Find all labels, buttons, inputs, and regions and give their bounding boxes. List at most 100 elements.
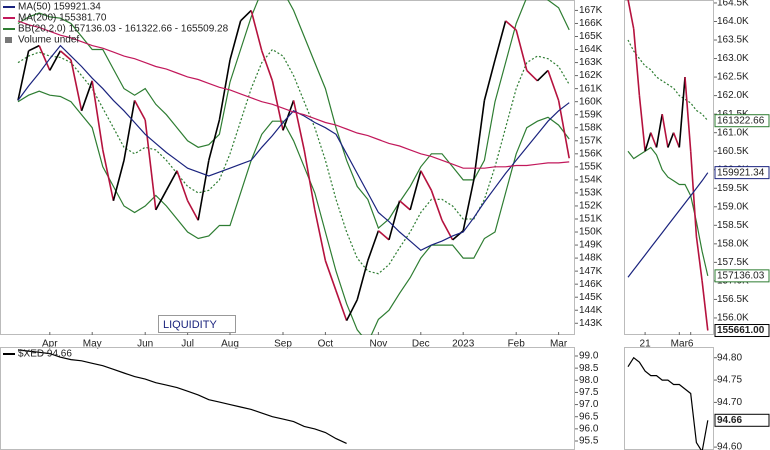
y-tick-label: 161.0K — [717, 127, 749, 138]
price-segment — [271, 80, 284, 131]
price-segment — [144, 119, 157, 210]
plot-area — [17, 0, 570, 335]
price-segment — [701, 280, 709, 331]
liquidity-button[interactable]: LIQUIDITY — [158, 315, 236, 333]
price-segment — [155, 189, 168, 211]
band-lower — [17, 90, 570, 335]
price-segment — [409, 170, 422, 211]
y-tick-label: 164.0K — [717, 16, 749, 27]
price-segment — [208, 119, 221, 161]
value-box-label: 161322.66 — [717, 115, 765, 126]
y-tick-label: 150K — [579, 227, 603, 238]
price-segment — [80, 80, 93, 112]
value-box — [714, 269, 770, 283]
y-tick-label: 167K — [579, 5, 603, 16]
price-segment — [536, 69, 549, 82]
y-tick-label: 155K — [579, 161, 603, 172]
price-segment — [250, 10, 263, 52]
y-tick-label: 166K — [579, 18, 603, 29]
y-tick-label: 152K — [579, 201, 603, 212]
price-segment — [197, 160, 210, 221]
y-tick-label: 98.0 — [579, 375, 599, 386]
y-tick-label: 159.5K — [717, 183, 749, 194]
price-segment — [314, 209, 327, 261]
price-segment — [526, 69, 538, 82]
x-tick-label: Mar — [550, 339, 568, 350]
y-tick-label: 146K — [579, 279, 603, 290]
y-tick-label: 165K — [579, 31, 603, 42]
price-segment — [356, 260, 369, 301]
price-segment — [112, 160, 125, 201]
legend-label: MA(50) 159921.34 — [18, 2, 101, 13]
x-tick-label: 2023 — [452, 339, 475, 350]
y-tick-label: 151K — [579, 214, 603, 225]
y-tick-label: 156K — [579, 148, 603, 159]
price-segment — [282, 100, 295, 131]
x-tick-label: 6 — [688, 339, 694, 350]
panel-frame — [624, 0, 714, 335]
y-tick-label: 161K — [579, 83, 603, 94]
price-segment — [17, 50, 30, 101]
y-tick-label: 164.5K — [717, 0, 749, 9]
x-tick-label: Aug — [221, 339, 239, 350]
y-tick-label: 94.75 — [717, 375, 742, 386]
y-tick-label: 162.5K — [717, 72, 749, 83]
x-tick-label: Dec — [412, 339, 430, 350]
value-box — [714, 324, 770, 338]
y-tick-label: 94.60 — [717, 442, 742, 450]
y-tick-label: 97.0 — [579, 399, 599, 410]
y-tick-label: 144K — [579, 305, 603, 316]
x-tick-label: Mar — [671, 339, 689, 350]
value-box-label: 159921.34 — [717, 167, 765, 178]
price-segment — [261, 50, 274, 82]
series-line — [627, 172, 709, 278]
x-tick-label: Jul — [181, 339, 194, 350]
price-segment — [324, 260, 337, 291]
plot-area — [17, 349, 347, 444]
price-segment — [689, 151, 698, 237]
price-segment — [367, 230, 380, 261]
price-segment — [133, 99, 146, 121]
price-segment — [165, 170, 178, 191]
price-segment — [547, 70, 560, 101]
value-box-label: 157136.03 — [717, 270, 765, 281]
value-box-label: 155661.00 — [717, 325, 765, 336]
series-line — [627, 356, 709, 450]
x-tick-label: May — [83, 339, 102, 350]
x-tick-label: 21 — [640, 339, 652, 350]
price-segment — [229, 20, 242, 61]
price-segment — [176, 170, 189, 202]
price-segment — [123, 100, 136, 161]
value-box-label: 94.66 — [717, 415, 742, 426]
y-tick-label: 96.0 — [579, 424, 599, 435]
y-tick-label: 99.0 — [579, 351, 599, 362]
x-tick-label: Sep — [274, 339, 292, 350]
value-box — [714, 114, 770, 128]
price-segment — [377, 230, 390, 241]
y-tick-label: 158K — [579, 122, 603, 133]
price-segment — [388, 200, 401, 241]
y-tick-label: 143K — [579, 318, 603, 329]
price-segment — [684, 77, 692, 152]
legend-icon — [5, 37, 12, 43]
series-line — [17, 349, 347, 444]
price-segment — [399, 200, 411, 211]
band-middle — [627, 39, 709, 122]
price-segment — [38, 45, 51, 71]
x-tick-label: Feb — [508, 339, 526, 350]
y-tick-label: 157.5K — [717, 257, 749, 268]
price-segment — [672, 132, 681, 148]
y-tick-label: 160.5K — [717, 146, 749, 157]
price-segment — [186, 200, 199, 221]
price-segment — [49, 50, 62, 71]
y-tick-label: 95.5 — [579, 436, 599, 447]
price-segment — [102, 149, 115, 201]
y-tick-label: 160K — [579, 96, 603, 107]
price-segment — [638, 95, 646, 152]
panel-frame — [0, 347, 575, 450]
legend-label: Volume undef — [18, 35, 79, 46]
price-segment — [420, 170, 433, 191]
y-tick-label: 162.0K — [717, 90, 749, 101]
